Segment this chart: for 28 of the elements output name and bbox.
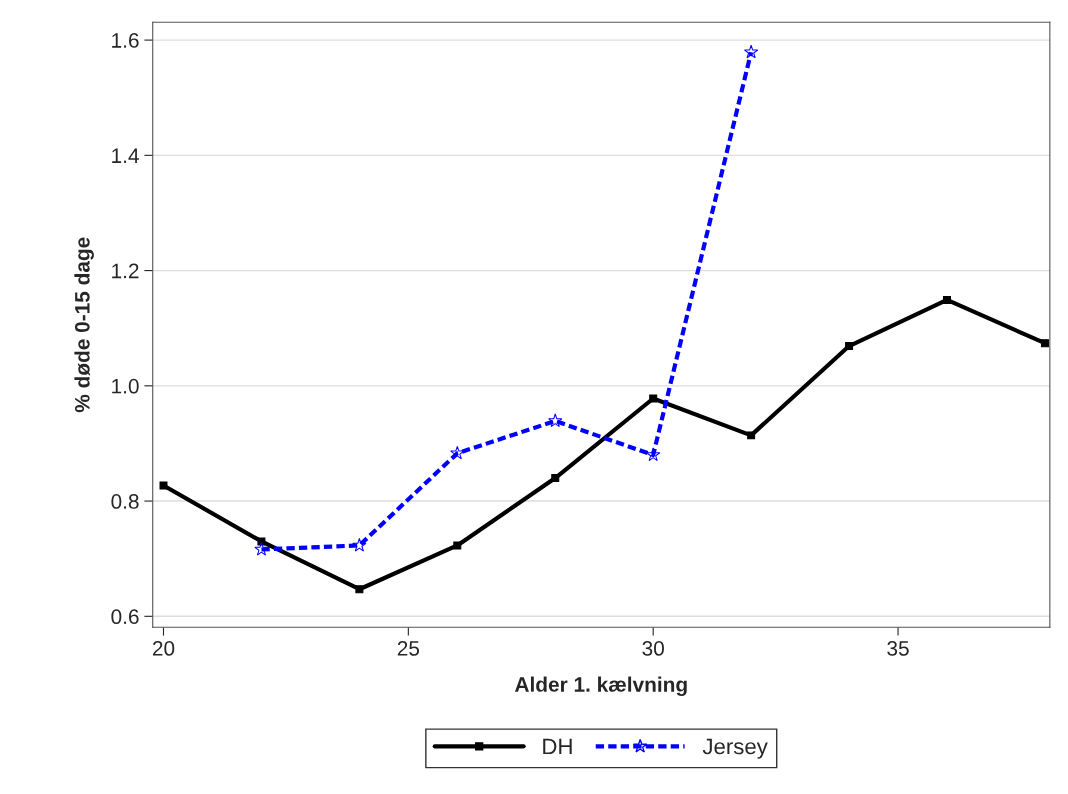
point — [453, 541, 462, 550]
y-tick-label: 1.0 — [112, 378, 139, 394]
y-tick-label: 1.6 — [112, 33, 139, 48]
x-tick-label: 30 — [642, 641, 664, 656]
point — [744, 44, 759, 59]
x-tick-label: 20 — [152, 641, 175, 656]
point — [355, 585, 364, 594]
x-axis-title: Alder 1. kælvning — [514, 676, 687, 697]
x-tick-label: 35 — [887, 641, 909, 656]
y-tick-label: 0.6 — [111, 609, 139, 625]
point — [257, 537, 266, 546]
x-tick-label: 25 — [397, 641, 420, 656]
point — [747, 431, 756, 440]
point — [943, 295, 951, 304]
point — [548, 413, 563, 428]
y-tick-label: 1.2 — [112, 263, 139, 279]
point — [450, 445, 465, 460]
legend-label: DH — [543, 738, 572, 755]
y-axis-title: % døde 0-15 dage — [74, 237, 94, 413]
point — [551, 474, 560, 483]
legend-label: Jersey — [702, 738, 768, 759]
point — [352, 537, 367, 552]
point — [845, 342, 854, 351]
y-tick-label: 0.8 — [111, 494, 139, 509]
point — [646, 447, 661, 462]
point — [254, 542, 269, 556]
y-tick-label: 1.4 — [112, 148, 139, 163]
point — [1040, 339, 1049, 348]
